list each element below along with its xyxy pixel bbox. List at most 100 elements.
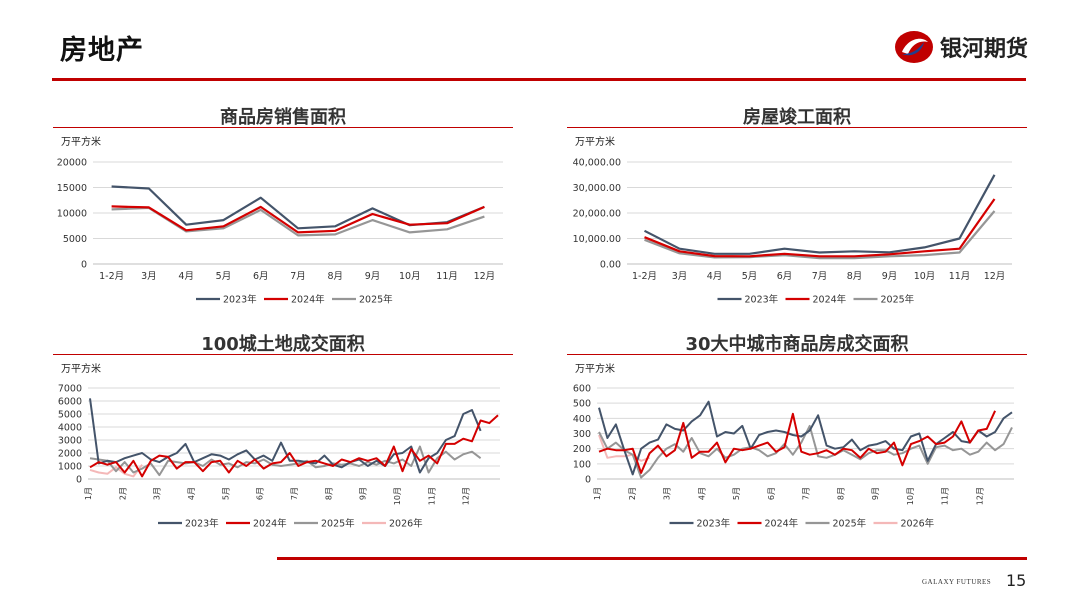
legend-label: 2023年 bbox=[745, 294, 779, 306]
y-tick-label: 6000 bbox=[58, 397, 82, 408]
x-tick-label: 4月 bbox=[697, 487, 706, 500]
x-tick-label: 1月 bbox=[84, 487, 93, 500]
x-tick-label: 6月 bbox=[777, 271, 793, 282]
series-line-2024 bbox=[111, 205, 485, 234]
x-tick-label: 9月 bbox=[882, 271, 898, 282]
footer-divider bbox=[277, 557, 1027, 560]
series-line-2026 bbox=[598, 434, 650, 462]
x-tick-label: 12月 bbox=[462, 487, 471, 505]
header-divider bbox=[52, 78, 1026, 81]
chart-title: 100城土地成交面积 bbox=[201, 334, 365, 355]
line-chart-sales: 20000 15000 10000 5000 0 1-2月 3月 4月 5月 6月 7月 8月 9月 10… bbox=[57, 158, 503, 306]
x-tick-label: 1-2月 bbox=[632, 271, 657, 282]
x-tick-label: 7月 bbox=[812, 271, 828, 282]
y-unit-label: 万平方米 bbox=[575, 137, 615, 148]
y-unit-label: 万平方米 bbox=[61, 364, 101, 375]
y-tick-label: 0 bbox=[76, 475, 82, 486]
x-tick-label: 6月 bbox=[256, 487, 265, 500]
y-tick-label: 600 bbox=[573, 384, 591, 395]
y-tick-label: 400 bbox=[573, 414, 591, 425]
x-tick-label: 12月 bbox=[975, 487, 984, 505]
y-tick-label: 0.00 bbox=[600, 260, 621, 271]
x-tick-label: 11月 bbox=[941, 487, 950, 505]
y-tick-label: 10000 bbox=[57, 209, 87, 220]
x-tick-label: 4月 bbox=[707, 271, 723, 282]
series-line-2023 bbox=[111, 185, 485, 230]
chart-title: 30大中城市商品房成交面积 bbox=[685, 334, 909, 355]
y-unit-label: 万平方米 bbox=[61, 137, 101, 148]
x-tick-label: 10月 bbox=[914, 271, 936, 282]
x-tick-label: 5月 bbox=[216, 271, 232, 282]
series-line-2023 bbox=[643, 174, 996, 255]
line-chart-sales30: 600 500 400 300 200 100 01月 2月 3月 4月 5月 6月 7月 8月 9月 10月… bbox=[573, 384, 1014, 530]
x-tick-label: 5月 bbox=[742, 271, 758, 282]
x-tick-label: 7月 bbox=[290, 487, 299, 500]
x-tick-label: 8月 bbox=[836, 487, 845, 500]
legend-label: 2023年 bbox=[185, 518, 219, 530]
legend-label: 2025年 bbox=[833, 518, 867, 530]
y-tick-label: 4000 bbox=[58, 423, 82, 434]
legend-label: 2025年 bbox=[321, 518, 355, 530]
y-tick-label: 3000 bbox=[58, 436, 82, 447]
legend-label: 2023年 bbox=[223, 294, 257, 306]
y-tick-label: 2000 bbox=[58, 449, 82, 460]
x-tick-label: 11月 bbox=[427, 487, 436, 505]
y-unit-label: 万平方米 bbox=[575, 364, 615, 375]
y-tick-label: 0 bbox=[81, 260, 87, 271]
x-tick-label: 4月 bbox=[187, 487, 196, 500]
footer-brand: GALAXY FUTURES bbox=[922, 578, 992, 586]
series-line-2024 bbox=[644, 198, 996, 258]
x-tick-label: 7月 bbox=[802, 487, 811, 500]
x-tick-label: 3月 bbox=[663, 487, 672, 500]
line-chart-completion: 40,000.00 30,000.00 20,000.00 10,000.00 0.00… bbox=[573, 158, 1012, 306]
x-tick-label: 2月 bbox=[628, 487, 637, 500]
legend-label: 2024年 bbox=[813, 294, 847, 306]
y-tick-label: 30,000.00 bbox=[573, 183, 621, 194]
legend-label: 2023年 bbox=[697, 518, 731, 530]
x-tick-label: 10月 bbox=[906, 487, 915, 505]
x-tick-label: 3月 bbox=[153, 487, 162, 500]
x-tick-label: 2月 bbox=[118, 487, 127, 500]
y-tick-label: 20,000.00 bbox=[573, 209, 621, 220]
galaxy-logo-icon bbox=[894, 31, 933, 63]
chart-panel-sales: 商品房销售面积 万平方米 20000 15000 10000 5000 0 1-2月 3月 4… bbox=[53, 103, 513, 328]
y-tick-label: 10,000.00 bbox=[573, 234, 621, 245]
x-tick-label: 8月 bbox=[324, 487, 333, 500]
chart-title-divider bbox=[53, 354, 513, 355]
chart-panel-completion: 房屋竣工面积 万平方米 40,000.00 30,000.00 20,000.00 1… bbox=[567, 103, 1027, 328]
x-tick-label: 6月 bbox=[253, 271, 269, 282]
line-chart-land100: 7000 6000 5000 4000 3000 2000 1000 01月 2月 3月 4月 5月 6… bbox=[58, 384, 500, 530]
x-tick-label: 3月 bbox=[672, 271, 688, 282]
series-line-2024 bbox=[598, 410, 997, 474]
legend-label: 2024年 bbox=[291, 294, 325, 306]
y-tick-label: 7000 bbox=[58, 384, 82, 395]
page-number: 15 bbox=[1006, 571, 1027, 590]
y-tick-label: 5000 bbox=[63, 234, 87, 245]
x-tick-label: 8月 bbox=[847, 271, 863, 282]
series-line-2023 bbox=[598, 400, 1013, 476]
x-tick-label: 11月 bbox=[436, 271, 458, 282]
brand-name: 银河期货 bbox=[939, 37, 1028, 62]
chart-title-divider bbox=[567, 354, 1027, 355]
y-tick-label: 15000 bbox=[57, 183, 87, 194]
x-tick-label: 12月 bbox=[474, 271, 496, 282]
x-tick-label: 10月 bbox=[393, 487, 402, 505]
series-line-2025 bbox=[644, 210, 996, 260]
legend-label: 2025年 bbox=[359, 294, 393, 306]
chart-title: 商品房销售面积 bbox=[220, 107, 346, 128]
x-tick-label: 9月 bbox=[365, 271, 381, 282]
legend-label: 2024年 bbox=[765, 518, 799, 530]
x-tick-label: 8月 bbox=[327, 271, 343, 282]
x-tick-label: 1-2月 bbox=[99, 271, 124, 282]
y-tick-label: 40,000.00 bbox=[573, 158, 621, 169]
x-tick-label: 6月 bbox=[767, 487, 776, 500]
page-title: 房地产 bbox=[60, 35, 144, 66]
x-tick-label: 9月 bbox=[359, 487, 368, 500]
y-tick-label: 5000 bbox=[58, 410, 82, 421]
x-tick-label: 12月 bbox=[984, 271, 1006, 282]
x-tick-label: 10月 bbox=[399, 271, 421, 282]
x-tick-label: 7月 bbox=[290, 271, 306, 282]
chart-panel-sales30: 30大中城市商品房成交面积 万平方米 600 500 400 300 200 100 0 1月… bbox=[567, 330, 1027, 555]
legend-label: 2024年 bbox=[253, 518, 287, 530]
chart-title-divider bbox=[53, 127, 513, 128]
